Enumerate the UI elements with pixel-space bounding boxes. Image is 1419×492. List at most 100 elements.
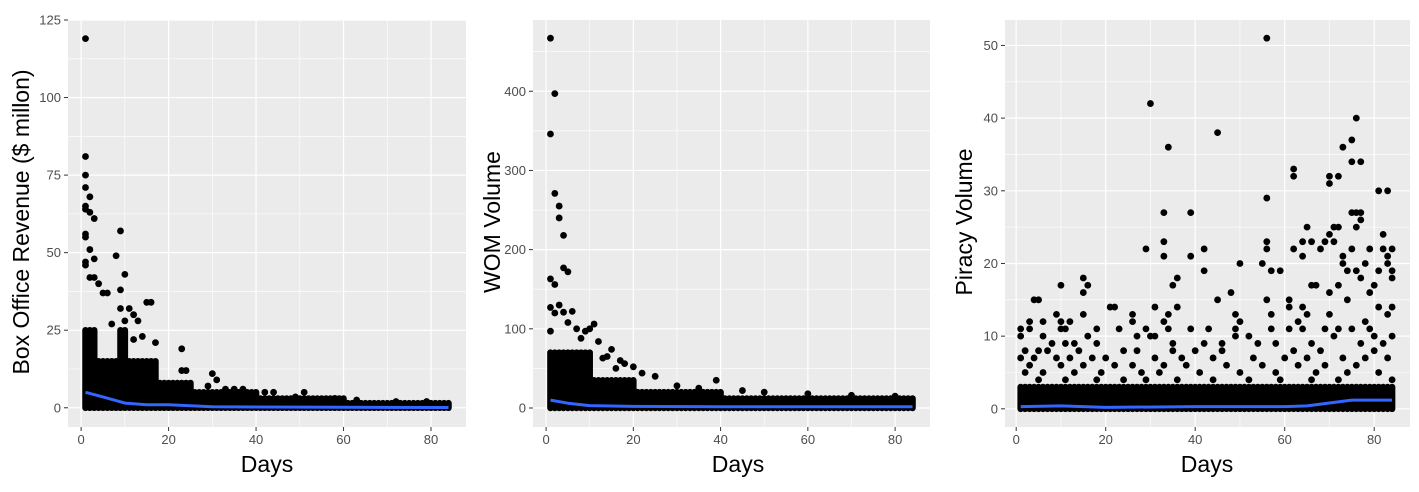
data-point [204,382,212,390]
data-point [1102,354,1110,362]
data-point [95,280,103,288]
data-point [1352,223,1360,231]
data-point [586,325,594,333]
data-point [1290,245,1298,253]
data-point [1308,340,1315,347]
data-point [1218,347,1226,355]
data-point [1079,289,1087,296]
data-point [547,304,554,311]
data-point [1321,361,1329,369]
data-point [138,333,146,340]
data-point [1035,376,1042,384]
data-point [1169,347,1177,355]
data-point [331,395,339,402]
data-point [1173,274,1181,282]
data-point [568,307,576,315]
data-point [547,327,554,335]
data-point [1017,325,1025,333]
data-point [1070,340,1078,347]
y-tick-label: 75 [47,168,61,183]
data-point [1187,252,1195,260]
data-point [1303,310,1311,318]
data-point [152,339,159,347]
data-point [1097,369,1105,376]
data-point [1254,340,1262,347]
y-tick-label: 50 [47,245,61,260]
y-tick-label: 0 [519,400,526,415]
data-point [1079,361,1087,369]
data-point [1214,129,1221,137]
data-point [551,90,559,98]
data-point [848,391,855,399]
data-point [608,346,615,353]
data-point [1164,325,1172,333]
data-point [555,214,563,222]
data-point [82,184,89,191]
data-point [1151,303,1159,311]
data-point [1075,347,1083,355]
data-point [1200,340,1208,347]
data-point [1384,354,1392,362]
data-point [1263,296,1271,304]
y-tick-label: 125 [39,13,61,28]
data-point [1111,303,1119,311]
data-point [1236,260,1244,267]
data-point [1151,332,1159,340]
data-point [1057,361,1065,369]
data-point [1352,114,1360,122]
y-tick-label: 30 [984,183,998,198]
data-point [1272,369,1280,376]
data-point [1384,252,1392,260]
panel-box-office: Box Office Revenue ($ millon) Days [8,69,293,477]
data-point [1276,376,1284,384]
data-point [1191,347,1199,355]
data-point [1388,274,1396,282]
data-point [1187,209,1195,216]
data-point [1160,361,1168,369]
x-tick-label: 40 [713,432,727,447]
data-point [739,387,746,394]
data-point [1334,325,1342,333]
data-point [1039,318,1047,326]
data-point [1048,340,1056,347]
data-point [1317,245,1324,253]
data-point [1142,245,1150,253]
data-point [1142,325,1150,333]
data-point [130,311,138,319]
data-point [1120,376,1127,384]
data-point [134,317,142,325]
data-point [1245,376,1253,384]
y-tick-label: 100 [504,321,526,336]
data-point [1232,310,1239,318]
data-point [1366,289,1374,296]
data-point [1066,354,1074,362]
data-point [1352,361,1360,369]
data-point [1348,325,1356,333]
data-point [651,372,659,380]
data-point [1053,354,1060,362]
data-point [1088,354,1096,362]
data-point [1334,172,1342,180]
data-point [1308,376,1315,384]
data-point [125,305,133,312]
data-point [1021,369,1029,376]
data-point [1017,354,1025,362]
data-point [1326,310,1333,318]
data-point [1142,376,1150,384]
data-point [423,398,431,405]
data-point [1258,361,1266,369]
data-point [1120,347,1127,355]
data-point [86,193,94,201]
data-point [551,281,559,288]
data-point [612,365,620,372]
smooth-line [85,390,449,409]
data-point [1267,325,1275,333]
data-point [1209,354,1217,362]
data-point [1062,376,1069,384]
data-point [178,367,186,374]
data-point [1290,165,1298,173]
data-point [1196,369,1204,376]
data-point [1326,172,1333,180]
data-point [629,363,637,371]
